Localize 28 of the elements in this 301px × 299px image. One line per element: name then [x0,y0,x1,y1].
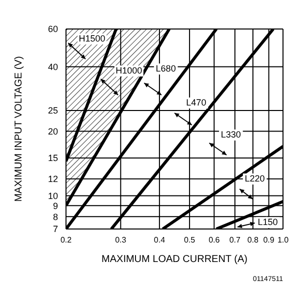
x-axis-title: MAXIMUM LOAD CURRENT (A) [102,254,248,266]
annotation: L150 [258,216,278,227]
y-tick-label: 9 [52,200,58,211]
y-tick-label: 8 [52,212,58,222]
x-tick-label: 0.6 [208,236,220,245]
annotation: H1500 [78,33,106,44]
y-tick-label: 12 [48,174,58,184]
x-tick-label: 0.4 [154,236,166,245]
y-tick-label: 7 [52,224,58,234]
y-tick-label: 25 [48,106,58,116]
y-tick-label: 60 [48,24,58,34]
x-tick-label: 0.2 [60,236,72,245]
y-tick-label: 15 [48,153,58,164]
x-tick-label: 0.7 [229,236,242,245]
y-axis-title: MAXIMUM INPUT VOLTAGE (V) [14,56,25,202]
x-tick-label: 0.3 [115,236,127,245]
annotation: L470 [186,97,206,108]
x-tick-label: 1.0 [277,236,290,245]
annotation: H1000 [116,65,142,76]
x-tick-label: 0.9 [263,236,275,245]
x-tick-label: 0.8 [247,236,260,245]
annotation: L330 [220,129,241,140]
annotation: L680 [156,63,176,74]
y-tick-label: 40 [48,62,58,72]
x-tick-label: 0.5 [184,236,196,245]
y-tick-label: 20 [48,126,58,136]
y-tick-label: 10 [48,190,58,201]
annotation: L220 [244,173,265,184]
